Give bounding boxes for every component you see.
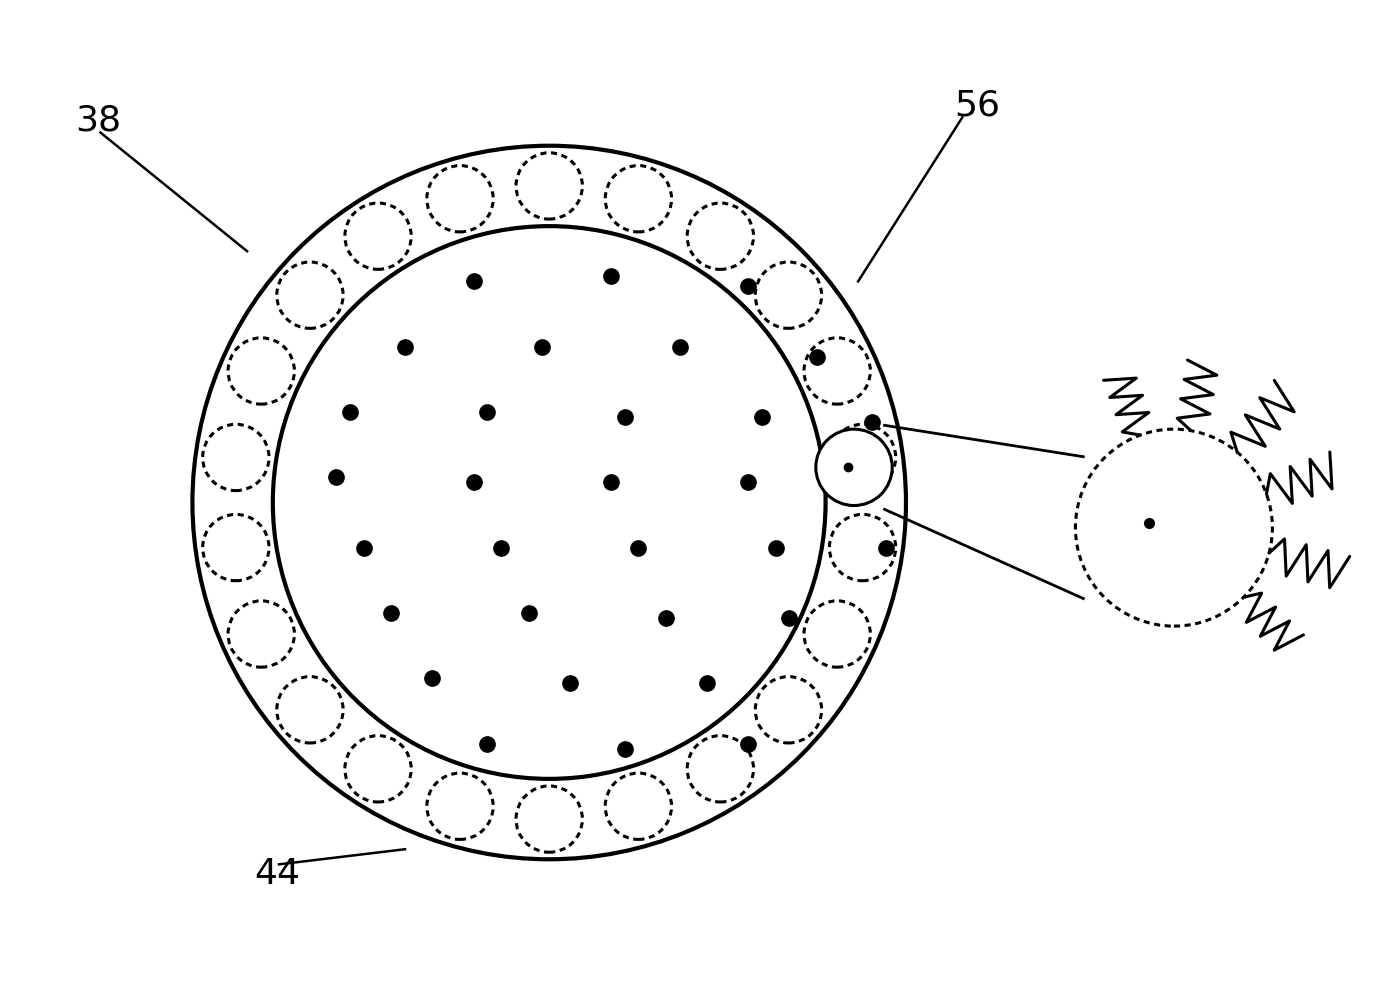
Circle shape (755, 676, 821, 743)
Circle shape (427, 773, 493, 839)
Circle shape (805, 601, 870, 667)
Circle shape (277, 676, 343, 743)
Text: 38: 38 (76, 104, 122, 138)
Circle shape (203, 515, 269, 581)
Circle shape (345, 736, 411, 802)
Circle shape (605, 166, 671, 232)
Circle shape (829, 515, 895, 581)
Circle shape (688, 736, 754, 802)
Circle shape (228, 338, 294, 404)
Circle shape (277, 262, 343, 329)
Circle shape (203, 424, 269, 490)
Circle shape (816, 429, 892, 506)
Circle shape (228, 601, 294, 667)
Circle shape (829, 424, 895, 490)
Circle shape (755, 262, 821, 329)
Text: 56: 56 (954, 88, 1001, 123)
Circle shape (516, 153, 582, 219)
Circle shape (516, 786, 582, 852)
Circle shape (427, 166, 493, 232)
Circle shape (805, 338, 870, 404)
Circle shape (605, 773, 671, 839)
Circle shape (1075, 429, 1273, 626)
Text: 44: 44 (254, 857, 301, 891)
Circle shape (345, 203, 411, 269)
Circle shape (688, 203, 754, 269)
